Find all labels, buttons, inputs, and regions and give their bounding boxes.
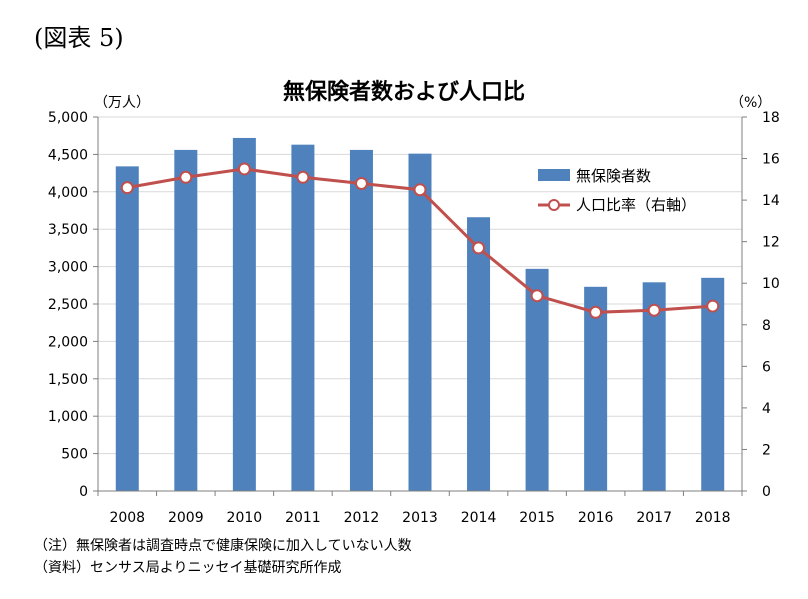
bar-2009: [174, 149, 198, 492]
ratio-point-2013: [413, 183, 427, 197]
right-tick-label: 10: [762, 276, 780, 292]
x-tick-label: 2018: [695, 510, 731, 526]
left-tick-label: 2,500: [48, 297, 88, 313]
line-series: [120, 162, 720, 319]
right-tick-label: 6: [762, 359, 771, 375]
ratio-point-2017: [647, 303, 661, 317]
bar-2017: [642, 282, 666, 491]
x-tick-label: 2010: [227, 510, 263, 526]
ratio-point-2010: [237, 162, 251, 176]
note-source: （資料）センサス局よりニッセイ基礎研究所作成: [34, 560, 342, 576]
bar-series: [115, 137, 725, 492]
right-tick-label: 16: [762, 152, 780, 168]
x-tick-label: 2013: [402, 510, 438, 526]
x-tick-label: 2014: [461, 510, 497, 526]
bar-2015: [525, 268, 549, 491]
bar-2014: [467, 217, 491, 491]
left-tick-label: 4,500: [48, 147, 88, 163]
x-tick-label: 2012: [344, 510, 380, 526]
right-tick-label: 14: [762, 193, 780, 209]
right-tick-label: 12: [762, 235, 780, 251]
bar-2018: [701, 277, 725, 491]
figure-label: (図表 5): [34, 24, 124, 52]
left-tick-label: 3,500: [48, 222, 88, 238]
x-tick-label: 2009: [168, 510, 204, 526]
right-tick-label: 4: [762, 401, 771, 417]
bar-2008: [115, 166, 139, 492]
left-tick-label: 1,000: [48, 409, 88, 425]
x-tick-label: 2011: [285, 510, 321, 526]
x-tick-label: 2016: [578, 510, 614, 526]
left-tick-label: 4,000: [48, 185, 88, 201]
ratio-point-2014: [472, 241, 486, 255]
ratio-point-2009: [179, 170, 193, 184]
ratio-point-2012: [354, 176, 368, 190]
right-tick-label: 0: [762, 484, 771, 500]
ratio-point-2016: [589, 305, 603, 319]
legend-bar-label: 無保険者数: [576, 167, 651, 185]
bar-2012: [349, 149, 373, 492]
ratio-point-2015: [530, 289, 544, 303]
ratio-point-2018: [706, 299, 720, 313]
left-tick-label: 0: [79, 484, 88, 500]
right-axis-unit: （%）: [730, 95, 772, 111]
bar-2013: [408, 153, 432, 492]
right-tick-label: 2: [762, 442, 771, 458]
legend-line-label: 人口比率（右軸）: [576, 196, 696, 214]
chart-title: 無保険者数および人口比: [282, 80, 525, 105]
left-tick-label: 500: [61, 447, 88, 463]
left-tick-label: 3,000: [48, 260, 88, 276]
legend-bar-swatch: [538, 169, 570, 181]
bar-2011: [291, 144, 315, 491]
x-tick-label: 2017: [636, 510, 672, 526]
tick-labels: 0 500 1,000 1,500 2,000 2,500 3,000 3,500 4,000 4…: [48, 110, 780, 526]
left-tick-label: 5,000: [48, 110, 88, 126]
left-tick-label: 1,500: [48, 372, 88, 388]
right-tick-label: 8: [762, 318, 771, 334]
left-axis-unit: （万人）: [94, 95, 150, 111]
ratio-point-2011: [296, 170, 310, 184]
x-tick-label: 2008: [109, 510, 145, 526]
bar-2016: [584, 286, 608, 491]
left-tick-label: 2,000: [48, 334, 88, 350]
ratio-point-2008: [120, 181, 134, 195]
bar-2010: [232, 137, 256, 491]
note-uninsured-definition: （注）無保険者は調査時点で健康保険に加入していない人数: [34, 538, 412, 554]
x-tick-label: 2015: [519, 510, 555, 526]
right-tick-label: 18: [762, 110, 780, 126]
legend-line-marker: [548, 199, 560, 211]
